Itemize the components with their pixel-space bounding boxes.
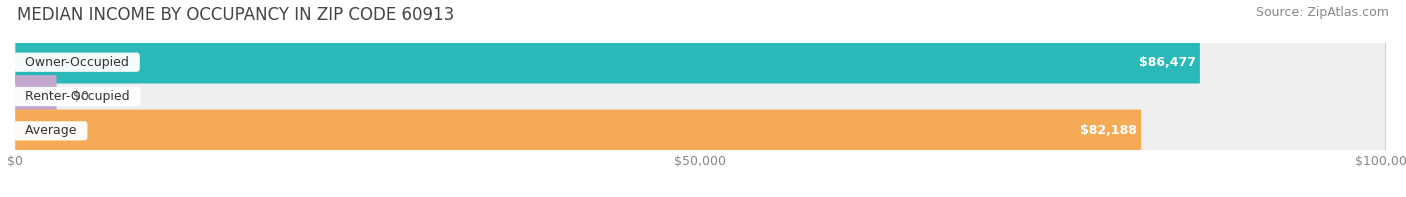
FancyBboxPatch shape [15,110,1142,152]
Text: $82,188: $82,188 [1080,124,1137,137]
FancyBboxPatch shape [15,41,1199,84]
Text: Average: Average [17,124,84,137]
Text: Owner-Occupied: Owner-Occupied [17,56,136,69]
Text: Source: ZipAtlas.com: Source: ZipAtlas.com [1256,6,1389,19]
FancyBboxPatch shape [15,41,1385,84]
FancyBboxPatch shape [15,110,1385,152]
FancyBboxPatch shape [15,75,56,118]
Text: Renter-Occupied: Renter-Occupied [17,90,138,103]
Text: $0: $0 [73,90,89,103]
FancyBboxPatch shape [15,75,1385,118]
Text: $86,477: $86,477 [1139,56,1195,69]
Text: MEDIAN INCOME BY OCCUPANCY IN ZIP CODE 60913: MEDIAN INCOME BY OCCUPANCY IN ZIP CODE 6… [17,6,454,24]
